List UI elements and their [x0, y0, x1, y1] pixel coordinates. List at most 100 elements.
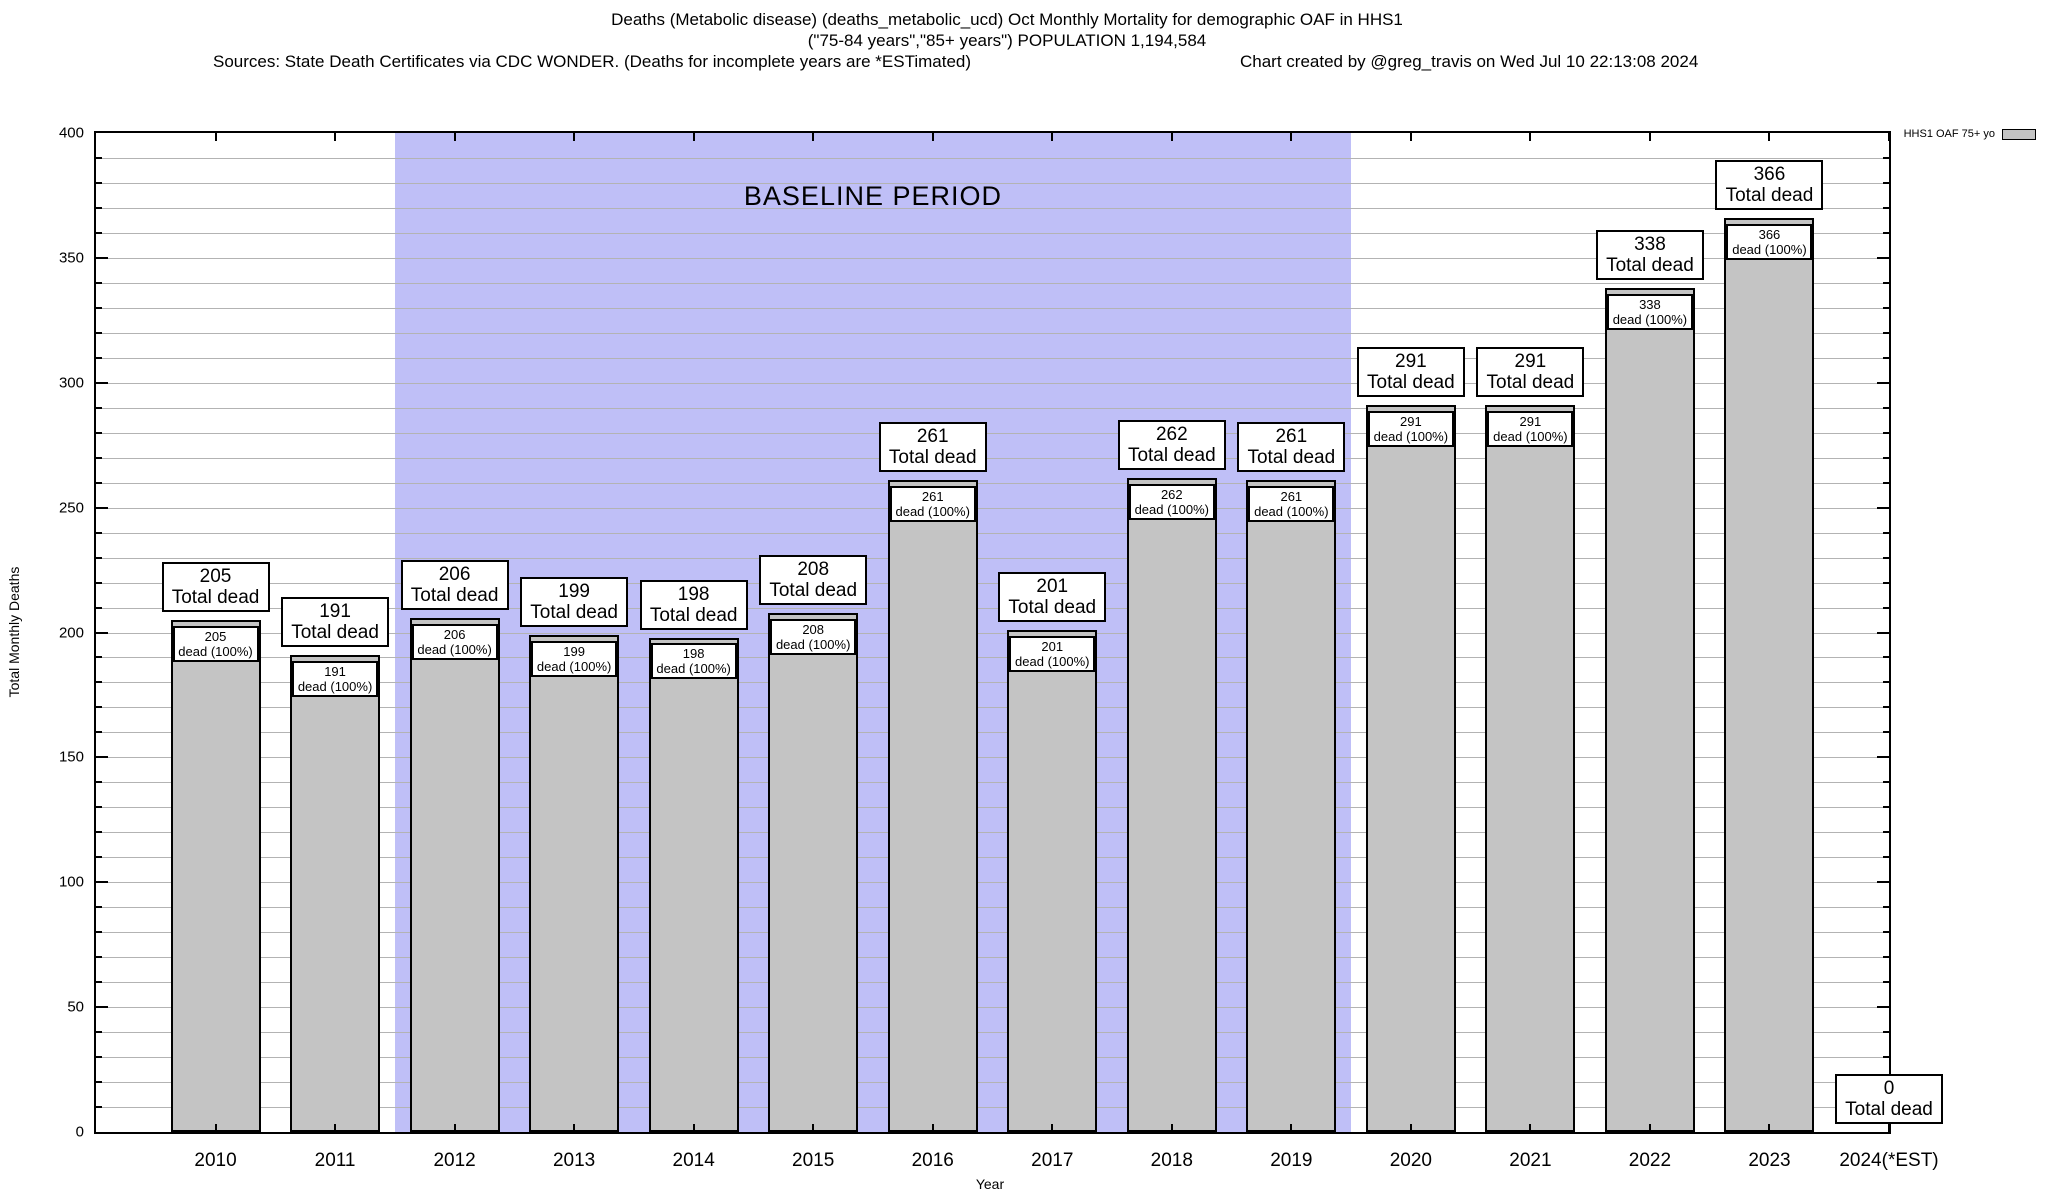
- x-tick-label: 2022: [1628, 1150, 1672, 1171]
- gridline: [96, 857, 1889, 859]
- y-axis-tick: [96, 1031, 102, 1034]
- y-axis-tick: [1883, 706, 1889, 709]
- y-axis-tick: [1883, 531, 1889, 534]
- x-axis-tick: [812, 1124, 815, 1132]
- y-axis-tick: [1877, 1006, 1889, 1009]
- y-axis-tick: [96, 781, 102, 784]
- y-axis-tick: [1883, 656, 1889, 659]
- x-axis-tick: [692, 133, 695, 141]
- bar: [1604, 287, 1695, 1132]
- y-tick-label: 350: [58, 249, 84, 267]
- y-axis-tick: [96, 756, 108, 759]
- bar-inner-label: 262 dead (100%): [1128, 483, 1215, 520]
- bar-inner-label: 191 dead (100%): [292, 660, 379, 697]
- y-axis-tick: [96, 956, 102, 959]
- y-axis-tick: [96, 256, 108, 259]
- chart-title-line2: ("75-84 years","85+ years") POPULATION 1…: [807, 31, 1207, 50]
- y-axis-tick: [1883, 831, 1889, 834]
- x-tick-label: 2011: [314, 1150, 356, 1171]
- bar: [887, 480, 978, 1132]
- gridline: [96, 557, 1889, 559]
- y-axis-tick: [96, 1081, 102, 1084]
- y-axis-tick: [1883, 306, 1889, 309]
- y-axis-tick: [1877, 256, 1889, 259]
- bar-inner-label: 199 dead (100%): [531, 640, 618, 677]
- chart-title-line1: Deaths (Metabolic disease) (deaths_metab…: [611, 10, 1403, 29]
- y-axis-tick: [1883, 156, 1889, 159]
- x-axis-tick: [453, 1124, 456, 1132]
- x-axis-tick: [1409, 1124, 1412, 1132]
- x-tick-label: 2018: [1150, 1150, 1193, 1171]
- bar-inner-label: 291 dead (100%): [1367, 411, 1454, 448]
- gridline: [96, 582, 1889, 584]
- bar: [1724, 217, 1815, 1132]
- y-axis-tick: [96, 706, 102, 709]
- bar-inner-label: 338 dead (100%): [1606, 293, 1693, 330]
- y-axis-tick: [1883, 1056, 1889, 1059]
- y-axis-tick: [1883, 681, 1889, 684]
- bar-inner-label: 261 dead (100%): [1248, 486, 1335, 523]
- gridline: [96, 1007, 1889, 1009]
- x-tick-label: 2012: [433, 1150, 476, 1171]
- x-axis-tick: [812, 133, 815, 141]
- y-axis-tick: [96, 1006, 108, 1009]
- y-tick-label: 400: [58, 124, 84, 142]
- gridline: [96, 457, 1889, 459]
- baseline-period-annotation: BASELINE PERIOD: [743, 181, 1002, 211]
- y-axis-tick: [1883, 331, 1889, 334]
- gridline: [96, 1107, 1889, 1109]
- x-tick-label: 2015: [792, 1150, 835, 1171]
- x-axis-tick: [1529, 133, 1532, 141]
- x-axis-tick: [1051, 133, 1054, 141]
- y-axis-tick: [1883, 981, 1889, 984]
- y-axis-tick: [1883, 281, 1889, 284]
- x-axis-tick: [334, 1124, 337, 1132]
- bar-inner-label: 205 dead (100%): [172, 626, 259, 662]
- y-axis-tick: [1883, 906, 1889, 909]
- y-axis-tick: [1883, 806, 1889, 809]
- bar-inner-label: 208 dead (100%): [770, 618, 857, 655]
- gridline: [96, 1057, 1889, 1059]
- y-axis-tick: [1883, 431, 1889, 434]
- x-axis-tick: [214, 1124, 217, 1132]
- x-axis-tick: [334, 133, 337, 141]
- gridline: [96, 932, 1889, 934]
- bar-inner-label: 291 dead (100%): [1487, 411, 1574, 448]
- bar-total-label: 338 Total dead: [1595, 229, 1704, 280]
- x-axis-tick: [1768, 1124, 1771, 1132]
- y-axis-tick: [96, 931, 102, 934]
- y-axis-tick: [96, 681, 102, 684]
- y-tick-label: 200: [58, 624, 84, 641]
- bar-total-label: 205 Total dead: [161, 562, 270, 613]
- y-axis-tick: [1877, 631, 1889, 634]
- gridline: [96, 1032, 1889, 1034]
- y-axis-tick: [96, 1056, 102, 1059]
- y-axis-tick: [1883, 456, 1889, 459]
- bar: [1007, 630, 1098, 1132]
- bar-total-label: 262 Total dead: [1117, 419, 1226, 470]
- legend: HHS1 OAF 75+ yo: [1904, 128, 2036, 140]
- gridline: [96, 332, 1889, 334]
- bar-total-label: 291 Total dead: [1476, 347, 1585, 398]
- gridline: [96, 1082, 1889, 1084]
- gridline: [96, 607, 1889, 609]
- bar-total-label: 261 Total dead: [878, 422, 987, 473]
- gridline: [96, 307, 1889, 309]
- bar-total-label: 208 Total dead: [759, 554, 868, 605]
- y-axis-tick: [1883, 1031, 1889, 1034]
- x-tick-label: 2013: [552, 1150, 596, 1171]
- y-axis-tick: [96, 281, 102, 284]
- gridline: [96, 707, 1889, 709]
- gridline: [96, 732, 1889, 734]
- bar-total-label: 0 Total dead: [1835, 1074, 1943, 1124]
- x-axis-tick: [573, 1124, 576, 1132]
- x-tick-label: 2017: [1031, 1150, 1074, 1171]
- gridline: [96, 232, 1889, 234]
- x-axis-tick: [1648, 133, 1651, 141]
- gridline: [96, 182, 1889, 184]
- y-axis-tick: [1883, 406, 1889, 409]
- bar: [409, 617, 500, 1132]
- gridline: [96, 632, 1889, 634]
- y-axis-tick: [96, 331, 102, 334]
- y-axis-tick: [1883, 856, 1889, 859]
